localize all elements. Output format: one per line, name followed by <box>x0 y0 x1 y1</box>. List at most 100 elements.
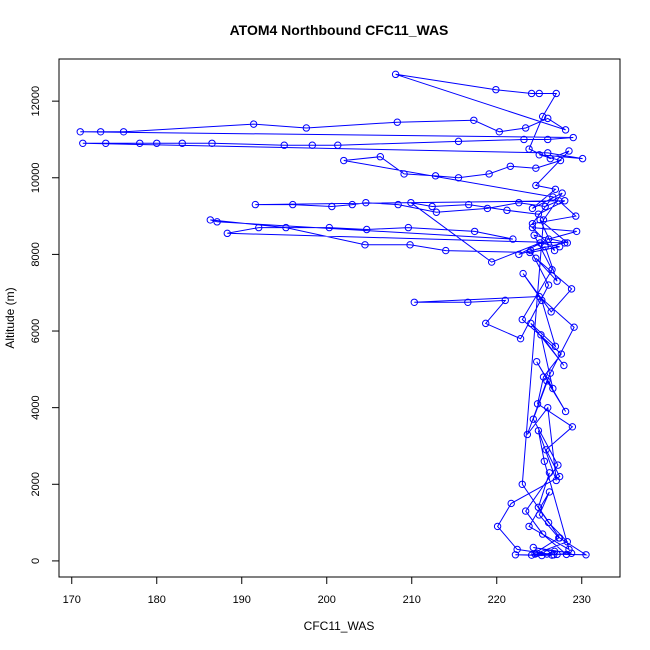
data-point <box>520 135 528 144</box>
data-point <box>534 503 543 511</box>
data-point <box>178 139 186 147</box>
data-point <box>551 185 560 193</box>
data-point <box>529 543 537 552</box>
data-point <box>567 549 576 557</box>
data-point <box>528 223 537 232</box>
data-point <box>560 361 568 370</box>
data-point <box>470 116 478 125</box>
data-point <box>530 231 538 239</box>
data-point <box>539 216 548 224</box>
data-point <box>569 133 577 142</box>
data-point <box>282 223 290 232</box>
data-point <box>536 239 544 247</box>
data-point <box>544 135 552 144</box>
data-point <box>563 239 571 247</box>
data-point <box>557 350 566 358</box>
data-point <box>572 227 581 236</box>
data-point <box>550 547 559 556</box>
data-point <box>454 174 463 182</box>
y-tick-label: 12000 <box>30 86 42 117</box>
data-point <box>251 200 260 209</box>
data-point <box>519 269 527 278</box>
x-tick-label: 170 <box>63 594 81 606</box>
x-tick-label: 210 <box>403 594 421 606</box>
data-point <box>361 241 369 249</box>
data-point <box>407 198 415 207</box>
series-line <box>80 73 588 557</box>
data-point <box>136 139 144 147</box>
data-point <box>527 551 536 559</box>
data-point <box>555 243 564 251</box>
y-tick-label: 0 <box>30 558 42 564</box>
data-point <box>454 137 463 146</box>
data-point <box>394 200 402 209</box>
data-point <box>532 164 540 172</box>
data-point <box>376 152 384 161</box>
data-point <box>487 258 496 266</box>
data-point <box>525 522 533 531</box>
data-point <box>153 139 161 147</box>
data-point <box>548 551 556 559</box>
data-point <box>340 156 348 165</box>
data-point <box>523 430 532 439</box>
y-tick-label: 8000 <box>30 242 42 266</box>
data-point <box>526 248 534 257</box>
data-point <box>511 551 520 559</box>
data-point <box>529 415 537 423</box>
data-point <box>582 551 590 559</box>
data-point <box>550 246 559 255</box>
data-point <box>549 193 557 201</box>
data-point <box>393 118 401 126</box>
data-point <box>544 281 553 289</box>
data-point <box>249 120 258 128</box>
data-point <box>428 202 436 211</box>
data-point <box>391 70 400 79</box>
data-point <box>533 400 542 408</box>
data-point <box>289 200 297 209</box>
x-tick-label: 200 <box>318 594 336 606</box>
data-point <box>470 227 479 236</box>
data-point <box>363 225 371 234</box>
data-point <box>483 204 492 213</box>
data-point <box>538 296 546 305</box>
data-point <box>528 220 537 228</box>
data-point <box>578 154 587 163</box>
data-point <box>362 198 370 207</box>
data-point <box>521 507 530 515</box>
data-point <box>213 218 221 226</box>
data-point <box>442 246 450 255</box>
data-point <box>328 202 336 211</box>
data-point <box>532 181 540 190</box>
data-point <box>501 296 509 305</box>
data-point <box>555 472 564 481</box>
data-point <box>561 126 570 134</box>
data-point <box>542 446 550 454</box>
y-tick-label: 4000 <box>30 395 42 419</box>
data-point <box>572 212 580 220</box>
data-point <box>503 206 511 215</box>
data-point <box>555 197 563 205</box>
data-point <box>302 124 311 132</box>
data-point <box>539 373 548 381</box>
data-point <box>507 499 515 508</box>
data-point <box>76 128 84 136</box>
data-point <box>553 277 561 285</box>
data-point <box>513 545 521 554</box>
data-point <box>545 469 554 477</box>
data-point <box>464 298 472 306</box>
data-point <box>515 198 523 207</box>
data-point <box>537 331 545 339</box>
data-point <box>551 342 560 351</box>
data-point <box>535 89 543 98</box>
data-point <box>308 141 316 149</box>
y-tick-label: 6000 <box>30 319 42 343</box>
data-point <box>119 128 128 136</box>
data-point <box>532 254 540 262</box>
data-point <box>96 128 105 136</box>
data-point <box>404 223 413 232</box>
data-point <box>515 250 523 259</box>
data-point <box>535 511 543 519</box>
data-point <box>485 170 493 178</box>
data-point <box>545 488 554 496</box>
